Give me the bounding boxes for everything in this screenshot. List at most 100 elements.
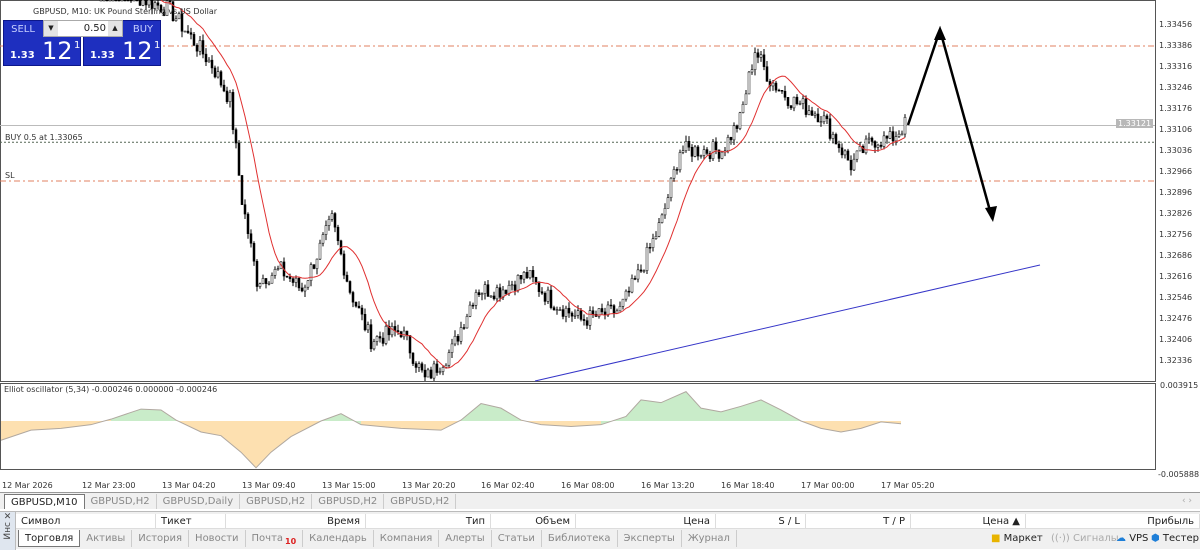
- candle: [771, 82, 775, 87]
- candle: [597, 308, 601, 317]
- candle: [579, 310, 583, 320]
- candle: [870, 137, 874, 142]
- candle: [291, 278, 295, 283]
- column-header[interactable]: Цена: [576, 514, 716, 529]
- chart-tab[interactable]: GBPUSD,H2: [384, 494, 457, 509]
- toolbox-tab[interactable]: Статьи: [492, 530, 542, 547]
- tab-scroll-arrows-icon[interactable]: ‹ ›: [1181, 496, 1192, 506]
- moving-average-line: [160, 0, 906, 369]
- chart-tab[interactable]: GBPUSD,H2: [85, 494, 157, 509]
- toolbox-tab[interactable]: Календарь: [303, 530, 374, 547]
- toolbox-tab[interactable]: Торговля: [18, 530, 81, 547]
- candle: [567, 307, 571, 314]
- candle: [657, 222, 661, 237]
- candle: [540, 291, 544, 294]
- candle: [174, 18, 178, 21]
- volume-decrease-icon[interactable]: ▼: [44, 21, 58, 36]
- volume-value[interactable]: 0.50: [83, 23, 106, 34]
- volume-input[interactable]: ▼ 0.50 ▲: [43, 20, 123, 37]
- candle: [342, 253, 346, 276]
- price-chart[interactable]: [0, 0, 1200, 492]
- column-header[interactable]: S / L: [716, 514, 806, 529]
- candle: [435, 363, 439, 373]
- toolbox-tab[interactable]: Активы: [80, 530, 133, 547]
- order-label[interactable]: BUY 0.5 at 1.33065: [5, 133, 83, 142]
- candle: [474, 292, 478, 306]
- candle: [117, 0, 121, 2]
- column-header[interactable]: Объем: [491, 514, 576, 529]
- candle: [783, 90, 787, 98]
- vps-link[interactable]: ☁ VPS: [1116, 530, 1148, 547]
- chart-tab[interactable]: GBPUSD,H2: [312, 494, 385, 509]
- toolbox-tab-label: Журнал: [687, 533, 730, 544]
- oscillator-line: [0, 391, 902, 469]
- close-icon[interactable]: ✕: [3, 512, 12, 522]
- tester-icon: ⬢: [1151, 533, 1160, 544]
- candle: [543, 292, 547, 302]
- toolbox-tabs: Торговля Активы История Новости Почта 10 Кален…: [16, 530, 1200, 548]
- column-header[interactable]: Прибыль: [1026, 514, 1200, 529]
- toolbox-tab[interactable]: Библиотека: [542, 530, 618, 547]
- toolbox-tab[interactable]: Новости: [189, 530, 246, 547]
- column-header[interactable]: Тип: [366, 514, 491, 529]
- toolbox-tab[interactable]: Почта 10: [246, 530, 304, 547]
- sell-price-big: 12: [42, 37, 73, 65]
- toolbox-side-label: Инс: [2, 522, 13, 540]
- candle: [903, 117, 907, 135]
- candle: [321, 234, 325, 244]
- candle: [519, 275, 523, 280]
- arrow-head-up: [934, 26, 946, 40]
- candle: [699, 155, 703, 157]
- toolbox-tab[interactable]: История: [132, 530, 190, 547]
- candle: [255, 260, 259, 287]
- candle: [240, 175, 244, 205]
- candle: [762, 54, 766, 67]
- candle: [537, 281, 541, 292]
- buy-price-small: 1.33: [90, 50, 115, 61]
- toolbox-tab[interactable]: Алерты: [439, 530, 492, 547]
- candle: [753, 52, 757, 70]
- candle: [804, 98, 808, 115]
- column-header[interactable]: T / P: [806, 514, 911, 529]
- candle: [867, 137, 871, 140]
- candle: [294, 277, 298, 283]
- candle: [105, 0, 109, 2]
- candle: [471, 304, 475, 307]
- candle: [672, 169, 676, 179]
- tester-link[interactable]: ⬢ Тестер: [1151, 530, 1199, 547]
- signals-link[interactable]: ((·)) Сигналы: [1051, 530, 1119, 547]
- oscillator-area: [841, 421, 861, 433]
- candle: [684, 141, 688, 151]
- buy-price-sup: 1: [154, 40, 161, 51]
- toolbox-tab[interactable]: Журнал: [682, 530, 737, 547]
- sl-label[interactable]: SL: [5, 171, 15, 180]
- candle: [747, 71, 751, 95]
- chart-tabs: GBPUSD,M10 GBPUSD,H2 GBPUSD,Daily GBPUSD,H2…: [0, 492, 1200, 509]
- market-link[interactable]: ■ Маркет: [991, 530, 1043, 547]
- candle: [351, 292, 355, 303]
- column-header[interactable]: Символ: [16, 514, 156, 529]
- candle: [660, 214, 664, 223]
- candle: [378, 336, 382, 339]
- toolbox-tab[interactable]: Компания: [374, 530, 440, 547]
- candle: [585, 320, 589, 326]
- sell-price-small: 1.33: [10, 50, 35, 61]
- price-tick: 1.33036: [1159, 146, 1193, 155]
- candle: [192, 34, 196, 46]
- candle: [702, 149, 706, 156]
- candle: [318, 242, 322, 260]
- chart-tab[interactable]: GBPUSD,H2: [240, 494, 313, 509]
- chart-tab[interactable]: GBPUSD,M10: [4, 494, 85, 509]
- chart-tab[interactable]: GBPUSD,Daily: [157, 494, 241, 509]
- candle: [228, 92, 232, 102]
- candle: [210, 59, 214, 69]
- column-header[interactable]: Время: [226, 514, 366, 529]
- column-header[interactable]: Тикет: [156, 514, 226, 529]
- candle: [654, 236, 658, 239]
- column-header[interactable]: Цена ▲: [911, 514, 1026, 529]
- candle: [150, 0, 154, 10]
- toolbox-tab[interactable]: Эксперты: [618, 530, 682, 547]
- volume-increase-icon[interactable]: ▲: [108, 21, 122, 36]
- candle: [795, 96, 799, 105]
- candle: [840, 147, 844, 156]
